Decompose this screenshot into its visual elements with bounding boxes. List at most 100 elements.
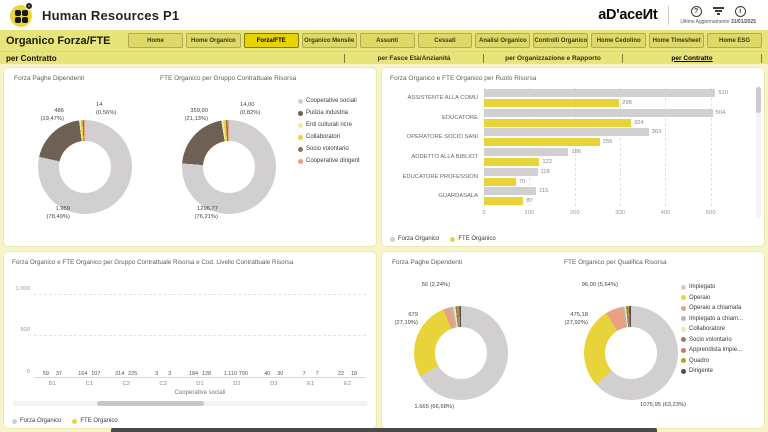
- tab-forza-fte[interactable]: Forza/FTE: [243, 33, 299, 48]
- subtab-per-contratto[interactable]: per Contratto: [671, 54, 713, 62]
- bar-segment-fte-organico[interactable]: 70: [484, 177, 525, 186]
- bar-segment-fte-organico[interactable]: 298: [484, 98, 632, 107]
- bar-segment-fte-organico[interactable]: 122: [484, 157, 552, 166]
- gridline: [620, 88, 622, 206]
- legend-label: Impiegato a chiam...: [689, 315, 744, 322]
- tab-cessati[interactable]: Cessati: [417, 33, 473, 48]
- subtab-per-fasce-et-anzianit[interactable]: per Fasce Età/Anzianità: [377, 54, 451, 62]
- legend-item-operaio-a-chiamata[interactable]: Operaio a chiamata: [681, 305, 761, 311]
- bar-value-label: 70: [518, 178, 526, 185]
- legend-swatch: [450, 236, 456, 242]
- legend-item-socio-volontario[interactable]: Socio volontario: [298, 146, 370, 152]
- bar-segment-fte-organico[interactable]: 324: [484, 118, 644, 127]
- horizontal-scrollbar[interactable]: [12, 401, 368, 406]
- bar-segment-forza-organico[interactable]: 186: [484, 147, 581, 156]
- data-label: 486 (19,47%): [40, 108, 64, 122]
- donut-chart[interactable]: [414, 306, 508, 400]
- data-label: 56 (2,24%): [421, 282, 450, 288]
- legend-item-impiegato-a-chiam[interactable]: Impiegato a chiam...: [681, 316, 761, 322]
- help-icon[interactable]: ?: [690, 5, 702, 17]
- axis-tick-label: 200: [569, 210, 580, 216]
- filter-icon[interactable]: [712, 7, 724, 15]
- chart-title: FTE Organico per Qualifica Risorsa: [564, 259, 667, 266]
- bar-segment-fte-organico[interactable]: 87: [484, 197, 533, 206]
- donut-chart[interactable]: [584, 306, 678, 400]
- tab-home-esg[interactable]: Home ESG: [707, 33, 762, 48]
- category-label: D3: [270, 381, 278, 387]
- legend-item-dirigente[interactable]: Dirigente: [681, 368, 761, 374]
- gridline: [710, 88, 712, 206]
- legend-label: Operaio a chiamata: [689, 305, 742, 311]
- bar-segment-forza-organico[interactable]: 118: [484, 167, 550, 176]
- bar-value-label: 510: [718, 89, 728, 96]
- bar-segment-forza-organico[interactable]: 510: [484, 88, 728, 97]
- tab-home-timesheet[interactable]: Home Timesheet: [649, 33, 705, 48]
- legend-item-impiegato[interactable]: Impiegato: [681, 284, 761, 290]
- gridline: [484, 88, 485, 206]
- legend-swatch: [298, 158, 303, 164]
- legend-item-cooperative-dirigent[interactable]: Cooperative dirigent: [298, 158, 370, 164]
- data-label: 679 (27,19%): [394, 312, 418, 326]
- tab-analisi-organico[interactable]: Analisi Organico: [475, 33, 531, 48]
- subtab-separator: [483, 53, 484, 63]
- brand-logo: aD'aceNt: [598, 7, 657, 23]
- info-icon[interactable]: i: [734, 5, 746, 17]
- tab-assunti[interactable]: Assunti: [359, 33, 415, 48]
- column-value-label: 164: [78, 371, 88, 377]
- donut-chart[interactable]: [38, 120, 132, 214]
- category-label: C3: [159, 381, 167, 387]
- chart-title: Forza Paghe Dipendenti: [14, 75, 85, 82]
- tab-home[interactable]: Home: [128, 33, 183, 48]
- tab-home-cedolino[interactable]: Home Cedolino: [591, 33, 647, 48]
- legend-item-apprendista-impie[interactable]: Apprendista impie...: [681, 347, 761, 353]
- tab-controlli-organico[interactable]: Controlli Organico: [533, 33, 589, 48]
- legend-item-collaboratori[interactable]: Collaboratori: [298, 134, 370, 140]
- subtab-per-organizzazione-e-rapporto[interactable]: per Organizzazione e Rapporto: [505, 54, 601, 62]
- series-legend: Forza Organico FTE Organico: [12, 418, 118, 424]
- bar-segment-forza-organico[interactable]: 504: [484, 108, 725, 117]
- column-value-label: 700: [238, 371, 248, 377]
- legend-item-fte-organico[interactable]: FTE Organico: [450, 236, 496, 242]
- bar-value-label: 118: [540, 168, 550, 175]
- legend-swatch: [681, 295, 686, 300]
- tab-home-organico[interactable]: Home Organico: [185, 33, 241, 48]
- bar-segment-fte-organico[interactable]: 255: [484, 138, 612, 147]
- legend-label: Operaio: [689, 294, 711, 301]
- legend-swatch: [681, 347, 686, 353]
- legend-item-enti-culturali-ricre[interactable]: Enti culturali ricre: [298, 122, 370, 128]
- bar-value-label: 363: [651, 129, 662, 136]
- legend-item-pulizia-industria[interactable]: Pulizia industria: [298, 110, 370, 116]
- legend-item-operaio[interactable]: Operaio: [681, 295, 761, 301]
- legend-label: Forza Organico: [20, 418, 62, 424]
- legend-item-quadro[interactable]: Quadro: [681, 358, 761, 364]
- legend-item-forza-organico[interactable]: Forza Organico: [390, 236, 439, 242]
- bottom-bar: [111, 428, 657, 432]
- panel-forza-fte-gruppo: Forza Paghe Dipendenti FTE Organico per …: [3, 67, 377, 247]
- legend-item-socio-volontario[interactable]: Socio volontario: [681, 337, 761, 343]
- data-label: 1296,77 (76,21%): [194, 206, 218, 220]
- chart-title: Forza Organico e FTE Organico per Gruppo…: [12, 259, 294, 266]
- category-label: GUARDASALA: [438, 193, 478, 200]
- scrollbar-thumb[interactable]: [97, 401, 205, 406]
- chart-title: Forza Paghe Dipendenti: [392, 259, 463, 266]
- header-divider: [668, 5, 670, 25]
- legend-swatch: [298, 134, 303, 140]
- dashboard-grid: Forza Paghe Dipendenti FTE Organico per …: [0, 64, 768, 432]
- column-value-label: 314: [115, 371, 125, 377]
- last-update-date: 31/01/2025: [730, 18, 756, 25]
- vertical-scrollbar[interactable]: [756, 86, 761, 218]
- bar-segment-forza-organico[interactable]: 363: [484, 128, 661, 137]
- bar-segment-forza-organico[interactable]: 115: [484, 187, 548, 196]
- legend-item-cooperative-sociali[interactable]: Cooperative sociali: [298, 98, 370, 104]
- scrollbar-thumb[interactable]: [756, 87, 761, 113]
- brand-text: aD'ace: [598, 7, 643, 23]
- legend-item-forza-organico[interactable]: Forza Organico: [12, 418, 61, 424]
- category-label: B1: [48, 381, 56, 387]
- legend-item-fte-organico[interactable]: FTE Organico: [72, 418, 118, 424]
- column-value-label: 22: [338, 371, 345, 377]
- brand-text-end: t: [652, 7, 658, 23]
- tab-organico-mensile[interactable]: Organico Mensile: [301, 33, 357, 48]
- donut-chart[interactable]: [182, 120, 276, 214]
- legend-label: Collaboratori: [306, 134, 341, 140]
- legend-item-collaboratore[interactable]: Collaboratore: [681, 326, 761, 332]
